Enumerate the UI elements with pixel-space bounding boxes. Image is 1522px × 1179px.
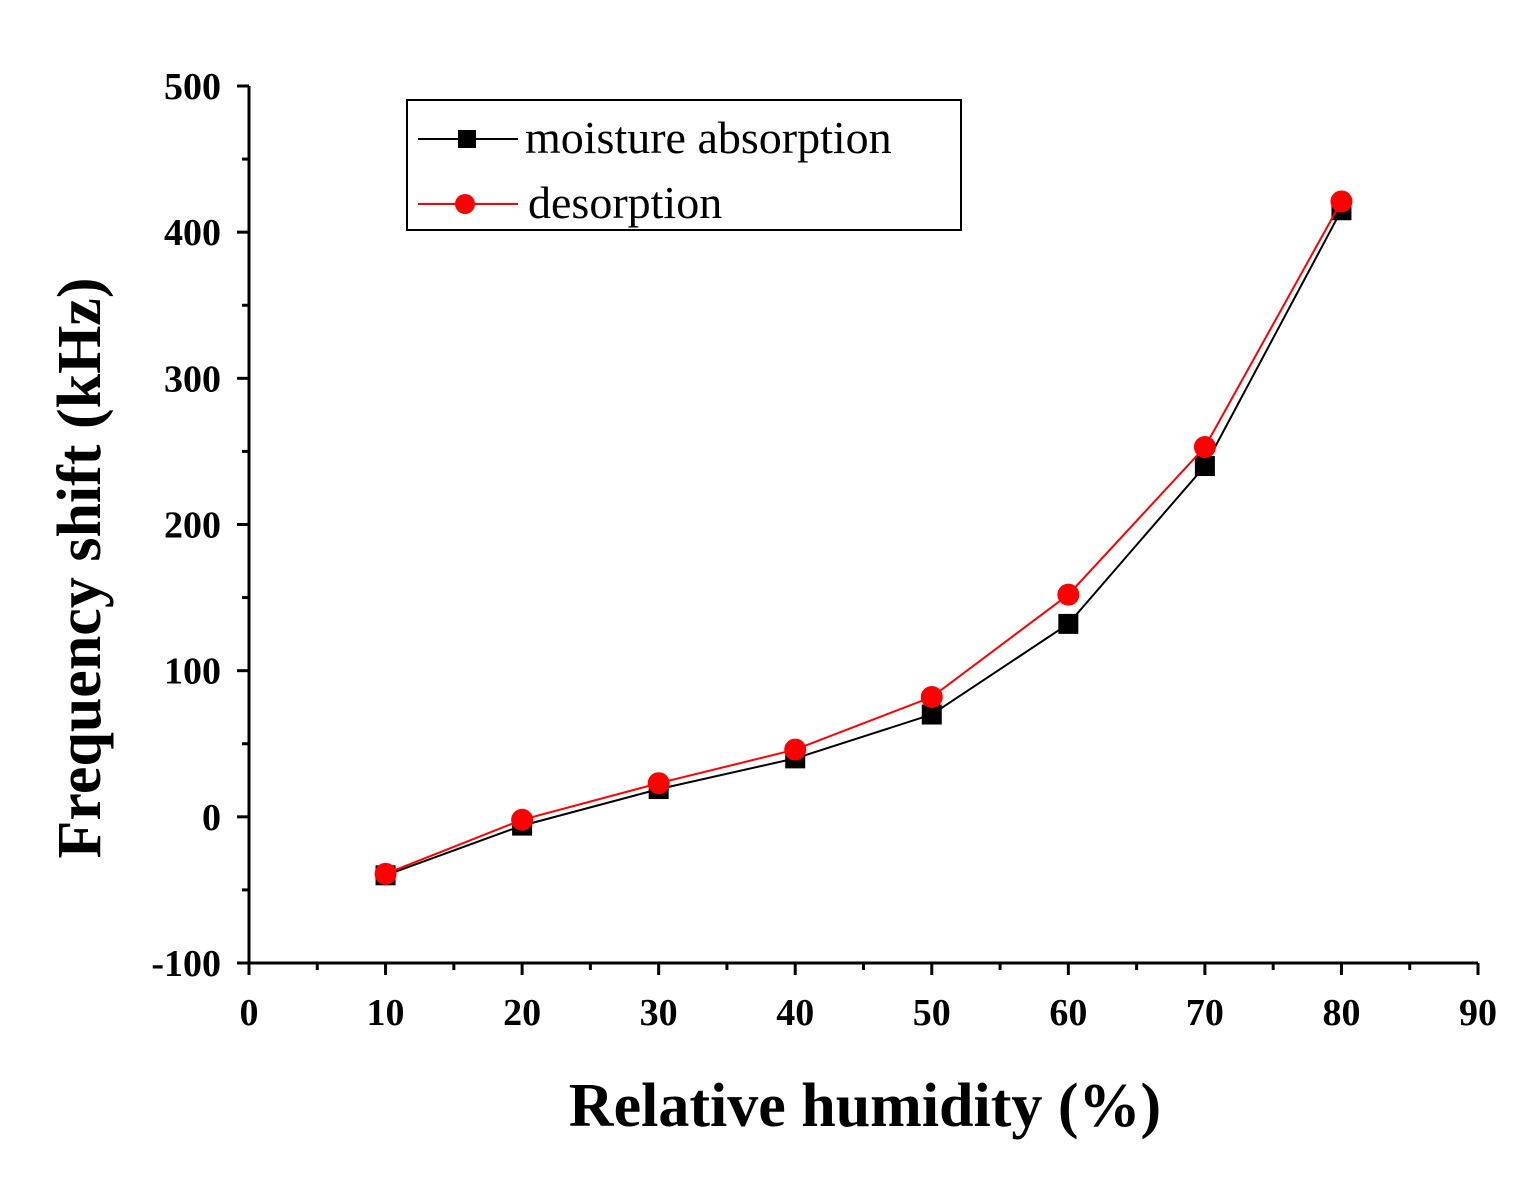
x-tick-label-70: 70: [1186, 992, 1224, 1034]
data-point-desorption-40: [784, 738, 807, 761]
data-point-desorption-30: [647, 772, 670, 795]
x-tick-label-40: 40: [776, 992, 814, 1034]
y-tick-label--100: -100: [151, 943, 221, 985]
x-tick-label-60: 60: [1049, 992, 1087, 1034]
series-layer: [374, 190, 1353, 886]
data-point-desorption-80: [1330, 190, 1353, 213]
series-line-moisture-absorption: [385, 209, 1343, 877]
y-tick-label-200: 200: [164, 505, 221, 547]
data-point-desorption-60: [1057, 583, 1080, 606]
data-point-moisture-absorption-70: [1194, 456, 1215, 477]
axis-ticks: 0 10 20 30 40 50 60 70 80 90 -100 0 100 200 300 400 500: [151, 66, 1497, 1034]
legend-box: [406, 99, 962, 231]
y-tick-label-400: 400: [164, 212, 221, 254]
x-tick-label-90: 90: [1459, 992, 1497, 1034]
y-tick-label-500: 500: [164, 66, 221, 108]
data-point-moisture-absorption-60: [1058, 613, 1079, 634]
legend-label-moisture-absorption: moisture absorption: [525, 112, 892, 163]
x-tick-label-10: 10: [367, 992, 405, 1034]
x-tick-label-50: 50: [913, 992, 951, 1034]
y-tick-label-100: 100: [164, 651, 221, 693]
series-line-desorption: [385, 201, 1343, 875]
data-point-desorption-10: [374, 862, 397, 885]
data-point-desorption-70: [1193, 436, 1216, 459]
legend: moisture absorption desorption: [406, 99, 962, 231]
y-axis-title: Frequency shift (kHz): [46, 278, 114, 859]
legend-label-desorption: desorption: [528, 177, 722, 228]
x-tick-label-0: 0: [240, 992, 259, 1034]
y-tick-label-300: 300: [164, 358, 221, 400]
y-tick-label-0: 0: [202, 797, 221, 839]
data-point-desorption-50: [920, 685, 943, 708]
x-tick-label-80: 80: [1322, 992, 1360, 1034]
data-point-moisture-absorption-50: [921, 704, 942, 725]
x-tick-label-20: 20: [503, 992, 541, 1034]
legend-marker-moisture-absorption: [458, 130, 476, 148]
data-point-desorption-20: [511, 808, 534, 831]
x-tick-label-30: 30: [640, 992, 678, 1034]
x-axis-title: Relative humidity (%): [569, 1072, 1161, 1140]
legend-marker-desorption: [455, 194, 475, 214]
